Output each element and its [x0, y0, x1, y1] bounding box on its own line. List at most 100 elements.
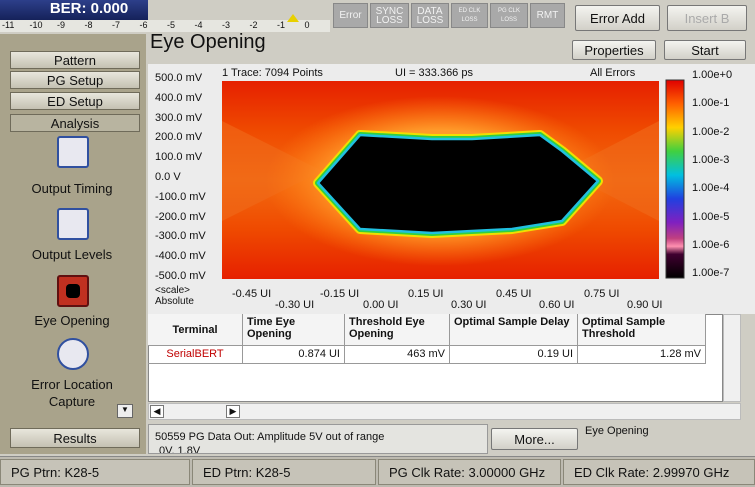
- tool-icon[interactable]: [57, 136, 89, 168]
- ber-scale-bar: [0, 20, 330, 32]
- results-button[interactable]: Results: [10, 428, 140, 448]
- table-header: Threshold Eye Opening: [345, 314, 450, 346]
- status-field: ED Clk Rate: 2.99970 GHz: [563, 459, 755, 485]
- x-label: 0.60 UI: [539, 299, 575, 311]
- table-header: Optimal Sample Threshold: [578, 314, 706, 346]
- indicator: PG CLK LOSS: [490, 3, 528, 28]
- indicator: RMT: [530, 3, 565, 28]
- table-cell: 0.19 UI: [450, 346, 578, 364]
- y-label: -100.0 mV: [155, 190, 206, 203]
- y-label: 100.0 mV: [155, 151, 203, 164]
- y-label: -300.0 mV: [155, 230, 206, 243]
- table-header: Terminal: [148, 314, 243, 346]
- scroll-left[interactable]: ◀: [150, 405, 164, 418]
- scale-label: 1.00e-1: [692, 97, 730, 110]
- message-cont: 0V, 1.8V: [159, 445, 201, 454]
- properties-button[interactable]: Properties: [572, 40, 656, 60]
- tool-label[interactable]: Error Location Capture: [31, 377, 113, 409]
- ber-scale-label: -2: [249, 20, 258, 30]
- table-cell: 1.28 mV: [578, 346, 706, 364]
- color-scale: [665, 79, 685, 279]
- y-label: -500.0 mV: [155, 270, 206, 282]
- scroll-right[interactable]: ▶: [226, 405, 240, 418]
- x-label: 0.45 UI: [496, 288, 532, 300]
- indicator: DATA LOSS: [411, 3, 449, 28]
- table-cell: SerialBERT: [148, 346, 243, 364]
- x-label: 0.15 UI: [408, 288, 444, 300]
- ber-value: BER: 0.000: [49, 0, 129, 17]
- scale-label: 1.00e-6: [692, 238, 730, 251]
- ber-scale-label: -10: [29, 20, 43, 30]
- sidebar-tab[interactable]: ED Setup: [10, 92, 140, 110]
- ber-marker: [287, 14, 299, 22]
- ber-scale-label: -11: [2, 20, 15, 30]
- x-label: -0.15 UI: [320, 288, 360, 300]
- status-field: ED Ptrn: K28-5: [192, 459, 376, 485]
- message: 50559 PG Data Out: Amplitude 5V out of r…: [155, 431, 385, 443]
- y-label: -200.0 mV: [155, 210, 206, 223]
- tool-label[interactable]: Output Levels: [31, 247, 113, 262]
- ber-scale-label: 0: [304, 20, 310, 30]
- error-mode: All Errors: [590, 67, 636, 79]
- insert-button[interactable]: Insert B: [667, 5, 747, 31]
- eye-diagram: [222, 81, 659, 279]
- table-hscroll[interactable]: [148, 403, 741, 420]
- ber-scale-label: -5: [167, 20, 176, 30]
- ber-scale-label: -3: [222, 20, 231, 30]
- ber-panel: [0, 0, 148, 20]
- x-label: 0.30 UI: [451, 299, 487, 311]
- context-label: Eye Opening: [585, 425, 649, 437]
- indicator: ED CLK LOSS: [451, 3, 488, 28]
- table-header: Optimal Sample Delay: [450, 314, 578, 346]
- sidebar-tab[interactable]: Pattern: [10, 51, 140, 69]
- y-label: 500.0 mV: [155, 72, 203, 84]
- scale-label: 1.00e-4: [692, 182, 730, 195]
- x-label: -0.30 UI: [275, 299, 315, 311]
- indicator: Error: [333, 3, 368, 28]
- y-label: 400.0 mV: [155, 91, 203, 104]
- scale-label: 1.00e-5: [692, 210, 730, 223]
- more-button[interactable]: More...: [491, 428, 578, 450]
- ber-scale-label: -4: [194, 20, 203, 30]
- scale-label: 1.00e-7: [692, 267, 730, 280]
- ber-scale-label: -8: [84, 20, 93, 30]
- ber-scale-label: -1: [277, 20, 286, 30]
- y-label: 200.0 mV: [155, 131, 203, 144]
- y-label: 0.0 V: [155, 171, 181, 183]
- tool-label[interactable]: Output Timing: [31, 181, 113, 196]
- trace-info: 1 Trace: 7094 Points: [222, 67, 323, 79]
- message-box: 50559 PG Data Out: Amplitude 5V out of r…: [148, 424, 488, 454]
- x-label: 0.75 UI: [584, 288, 620, 300]
- ber-scale-label: -7: [112, 20, 121, 30]
- ber-scale-label: -6: [139, 20, 148, 30]
- error-add-button[interactable]: Error Add: [575, 5, 660, 31]
- tool-label[interactable]: Eye Opening: [34, 313, 110, 328]
- scale-label: 1.00e-2: [692, 125, 730, 138]
- x-mode: <scale>: [155, 285, 191, 296]
- sidebar-tab[interactable]: Analysis: [10, 114, 140, 132]
- table-cell: 0.874 UI: [243, 346, 345, 364]
- table-header: Time Eye Opening: [243, 314, 345, 346]
- table-vscroll[interactable]: [723, 314, 741, 402]
- y-label: 300.0 mV: [155, 111, 203, 124]
- start-button[interactable]: Start: [664, 40, 746, 60]
- x-mode: Absolute: [155, 296, 194, 307]
- x-label: 0.00 UI: [363, 299, 399, 311]
- x-label: 0.90 UI: [627, 299, 663, 311]
- y-label: -400.0 mV: [155, 250, 206, 263]
- scale-label: 1.00e-3: [692, 153, 730, 166]
- ui-info: UI = 333.366 ps: [395, 67, 473, 79]
- x-label: -0.45 UI: [232, 288, 272, 300]
- tool-icon[interactable]: [57, 338, 89, 370]
- tool-icon-eye: [66, 284, 80, 298]
- sidebar-tab[interactable]: PG Setup: [10, 71, 140, 89]
- ber-scale-label: -9: [57, 20, 66, 30]
- tool-icon[interactable]: [57, 208, 89, 240]
- status-field: PG Ptrn: K28-5: [0, 459, 190, 485]
- scale-label: 1.00e+0: [692, 69, 733, 81]
- panel-title: Eye Opening: [150, 31, 266, 53]
- table-cell: 463 mV: [345, 346, 450, 364]
- indicator: SYNC LOSS: [370, 3, 409, 28]
- status-field: PG Clk Rate: 3.00000 GHz: [378, 459, 561, 485]
- sidebar-scroll-down[interactable]: ▼: [117, 404, 133, 418]
